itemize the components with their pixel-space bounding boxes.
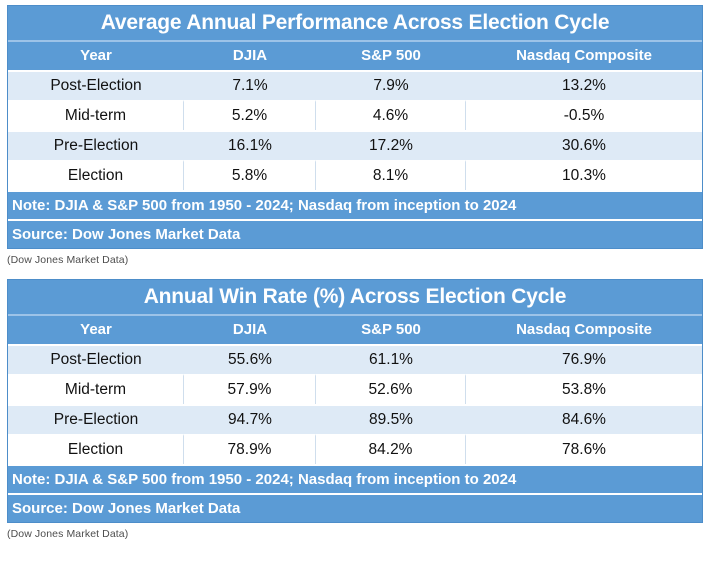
cell-nasdaq: 76.9%: [466, 344, 702, 374]
column-header-sp500: S&P 500: [316, 316, 466, 344]
column-header-nasdaq: Nasdaq Composite: [466, 316, 702, 344]
cell-nasdaq: 53.8%: [466, 374, 702, 404]
cell-sp500: 4.6%: [316, 100, 466, 130]
cell-djia: 5.2%: [184, 100, 316, 130]
column-header-year: Year: [8, 316, 184, 344]
cell-year: Pre-Election: [8, 130, 184, 160]
cell-djia: 78.9%: [184, 434, 316, 464]
cell-sp500: 7.9%: [316, 70, 466, 100]
cell-sp500: 84.2%: [316, 434, 466, 464]
table-note: Note: DJIA & S&P 500 from 1950 - 2024; N…: [8, 190, 702, 219]
column-header-djia: DJIA: [184, 42, 316, 70]
table-title: Average Annual Performance Across Electi…: [8, 6, 702, 42]
table-source: Source: Dow Jones Market Data: [8, 219, 702, 248]
column-header-sp500: S&P 500: [316, 42, 466, 70]
annual-win-rate-table: Annual Win Rate (%) Across Election Cycl…: [7, 279, 703, 523]
column-header-year: Year: [8, 42, 184, 70]
cell-year: Election: [8, 434, 184, 464]
cell-sp500: 52.6%: [316, 374, 466, 404]
cell-nasdaq: -0.5%: [466, 100, 702, 130]
cell-nasdaq: 84.6%: [466, 404, 702, 434]
image-caption: (Dow Jones Market Data): [7, 528, 129, 540]
column-header-djia: DJIA: [184, 316, 316, 344]
cell-nasdaq: 10.3%: [466, 160, 702, 190]
cell-djia: 7.1%: [184, 70, 316, 100]
cell-year: Mid-term: [8, 100, 184, 130]
cell-nasdaq: 78.6%: [466, 434, 702, 464]
cell-year: Post-Election: [8, 344, 184, 374]
avg-annual-performance-table: Average Annual Performance Across Electi…: [7, 5, 703, 249]
cell-sp500: 61.1%: [316, 344, 466, 374]
cell-nasdaq: 13.2%: [466, 70, 702, 100]
cell-djia: 55.6%: [184, 344, 316, 374]
cell-sp500: 8.1%: [316, 160, 466, 190]
cell-year: Election: [8, 160, 184, 190]
table-grid: Year DJIA S&P 500 Nasdaq Composite Post-…: [8, 316, 702, 464]
cell-djia: 94.7%: [184, 404, 316, 434]
cell-year: Post-Election: [8, 70, 184, 100]
cell-sp500: 17.2%: [316, 130, 466, 160]
cell-sp500: 89.5%: [316, 404, 466, 434]
cell-djia: 57.9%: [184, 374, 316, 404]
table-title: Annual Win Rate (%) Across Election Cycl…: [8, 280, 702, 316]
table-note: Note: DJIA & S&P 500 from 1950 - 2024; N…: [8, 464, 702, 493]
cell-djia: 16.1%: [184, 130, 316, 160]
cell-djia: 5.8%: [184, 160, 316, 190]
cell-year: Mid-term: [8, 374, 184, 404]
cell-nasdaq: 30.6%: [466, 130, 702, 160]
image-caption: (Dow Jones Market Data): [7, 254, 129, 266]
column-header-nasdaq: Nasdaq Composite: [466, 42, 702, 70]
table-grid: Year DJIA S&P 500 Nasdaq Composite Post-…: [8, 42, 702, 190]
cell-year: Pre-Election: [8, 404, 184, 434]
table-source: Source: Dow Jones Market Data: [8, 493, 702, 522]
